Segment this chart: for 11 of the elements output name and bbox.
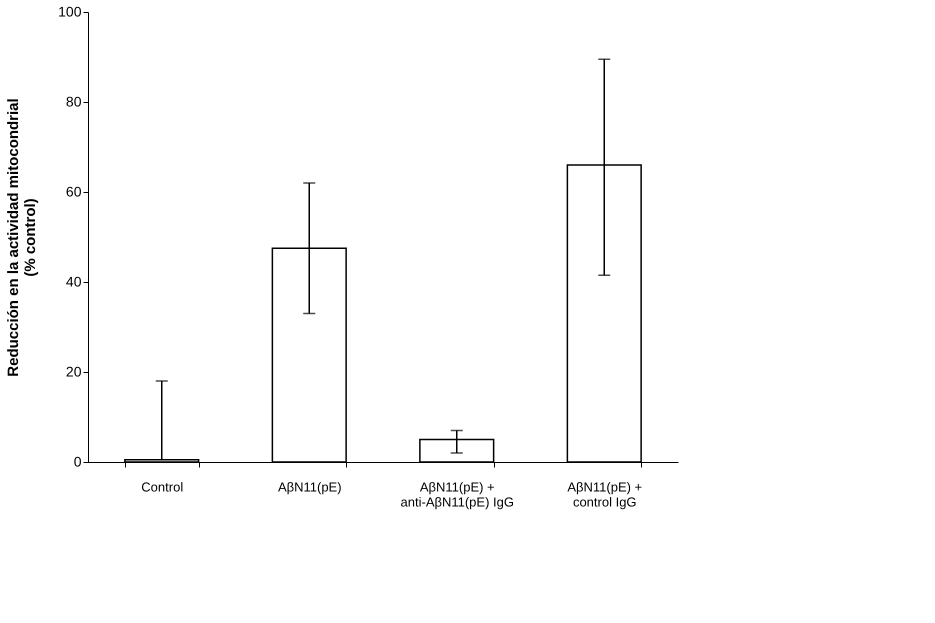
y-tick-label: 80 <box>66 94 82 110</box>
y-tick-label: 60 <box>66 184 82 200</box>
y-tick-label: 20 <box>66 364 82 380</box>
y-tick-label: 40 <box>66 274 82 290</box>
x-tick-label: Control <box>141 480 184 494</box>
y-axis-title: Reducción en la actividad mitocondrial (% control) <box>5 98 40 377</box>
x-tick-label: AβN11(pE) + anti-AβN11(pE) IgG <box>400 480 514 510</box>
x-tick-label: AβN11(pE) <box>278 480 342 494</box>
y-tick-label: 0 <box>74 454 82 470</box>
y-tick-label: 100 <box>58 4 82 20</box>
x-tick-label: AβN11(pE) + control IgG <box>567 480 642 510</box>
